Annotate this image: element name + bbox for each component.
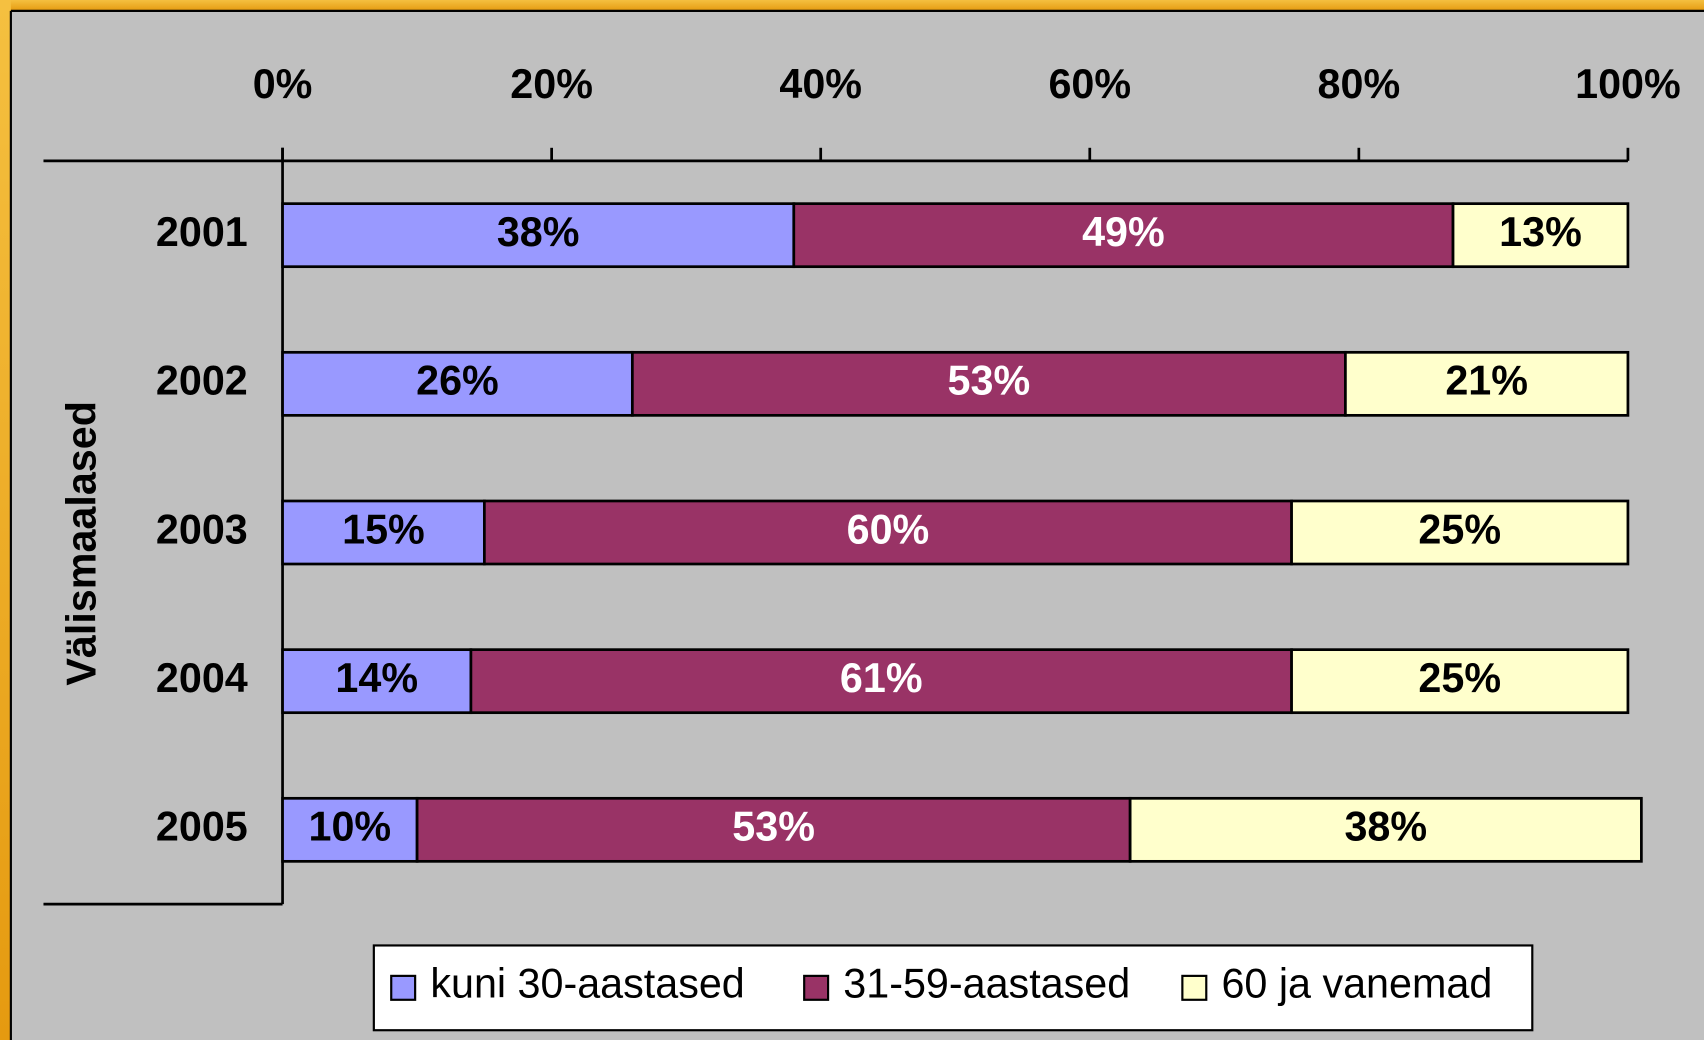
legend-swatch bbox=[803, 974, 830, 1001]
x-tick-label: 100% bbox=[1575, 61, 1681, 107]
bar-segment bbox=[281, 499, 486, 566]
y-axis-label: Välismaalased bbox=[59, 401, 105, 686]
bar-segment bbox=[792, 202, 1455, 269]
data-label: 49% bbox=[1082, 209, 1165, 255]
legend-swatch bbox=[1181, 974, 1208, 1001]
legend-box bbox=[372, 944, 1534, 1032]
bar-segment bbox=[1451, 202, 1630, 269]
bar-segment bbox=[281, 796, 419, 863]
data-label: 53% bbox=[732, 804, 815, 850]
bar-segment bbox=[630, 350, 1347, 417]
y-tick-label: 2003 bbox=[156, 506, 248, 552]
data-label: 13% bbox=[1499, 209, 1582, 255]
bar-segment bbox=[1290, 499, 1630, 566]
data-label: 38% bbox=[1344, 804, 1427, 850]
x-tick-label: 60% bbox=[1048, 61, 1131, 107]
bar-segment bbox=[281, 648, 473, 715]
data-label: 53% bbox=[948, 358, 1031, 404]
data-label: 15% bbox=[342, 506, 425, 552]
x-tick-label: 20% bbox=[510, 61, 593, 107]
x-tick-label: 80% bbox=[1318, 61, 1401, 107]
bar-segment bbox=[415, 796, 1132, 863]
legend-label: 60 ja vanemad bbox=[1221, 961, 1492, 1007]
bar-segment bbox=[469, 648, 1293, 715]
data-label: 25% bbox=[1418, 506, 1501, 552]
data-label: 38% bbox=[497, 209, 580, 255]
data-label: 21% bbox=[1445, 358, 1528, 404]
y-tick-label: 2002 bbox=[156, 358, 248, 404]
y-tick-label: 2004 bbox=[156, 655, 248, 701]
bar-segment bbox=[1344, 350, 1630, 417]
data-label: 60% bbox=[847, 506, 930, 552]
data-label: 10% bbox=[309, 804, 392, 850]
data-label: 26% bbox=[416, 358, 499, 404]
legend-swatch bbox=[390, 974, 417, 1001]
data-label: 14% bbox=[335, 655, 418, 701]
legend: kuni 30-aastased 31-59-aastased 60 ja vane… bbox=[372, 944, 1534, 1032]
x-tick-label: 0% bbox=[253, 61, 313, 107]
frame-top bbox=[0, 0, 1704, 11]
x-tick-label: 40% bbox=[779, 61, 862, 107]
bar-segment bbox=[1290, 648, 1630, 715]
legend-label: kuni 30-aastased bbox=[430, 961, 744, 1007]
data-label: 61% bbox=[840, 655, 923, 701]
legend-label: 31-59-aastased bbox=[843, 961, 1130, 1007]
y-tick-label: 2001 bbox=[156, 209, 248, 255]
bar-segment bbox=[1128, 796, 1643, 863]
data-label: 25% bbox=[1418, 655, 1501, 701]
y-tick-label: 2005 bbox=[156, 804, 248, 850]
frame-left bbox=[0, 0, 11, 1040]
